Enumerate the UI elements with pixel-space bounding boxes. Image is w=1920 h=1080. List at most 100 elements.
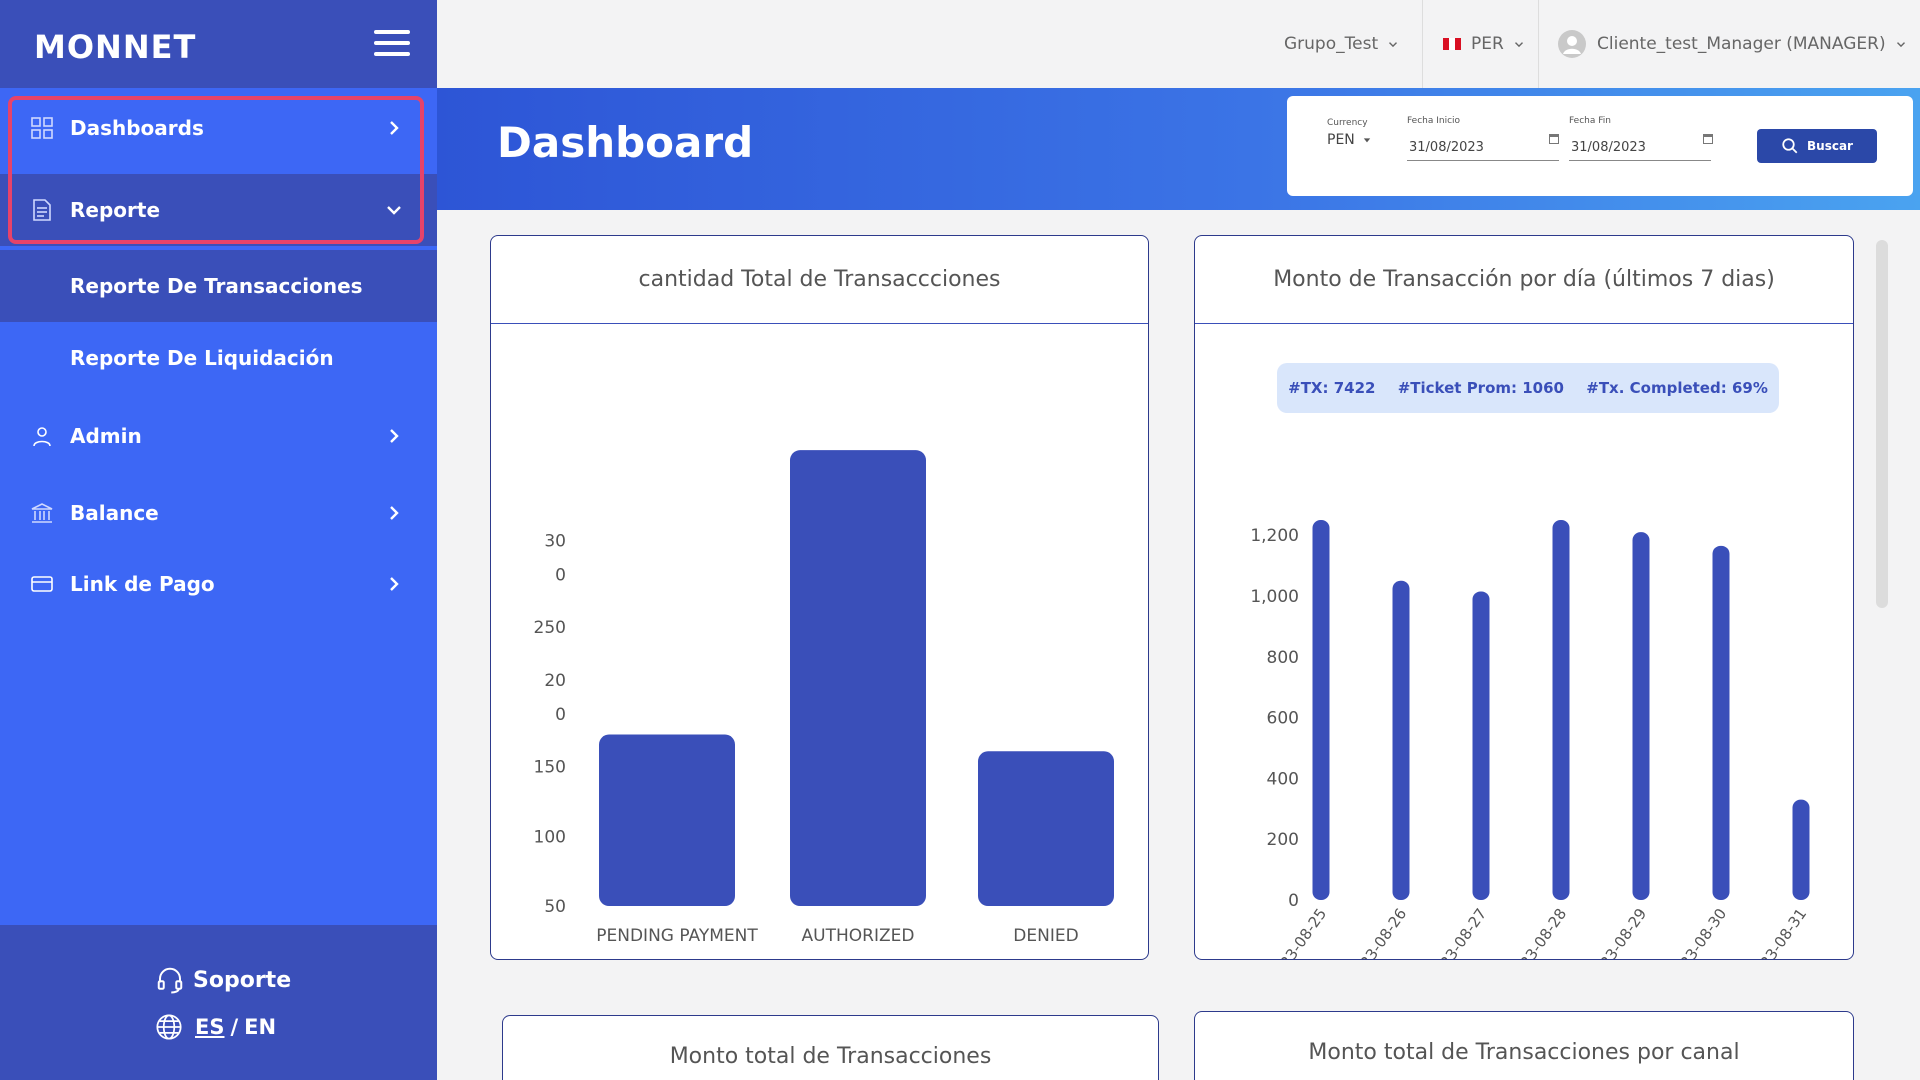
user-menu[interactable]: Cliente_test_Manager (MANAGER) [1557,0,1908,88]
currency-label: Currency [1327,118,1368,128]
sidebar-item-dashboards[interactable]: Dashboards [0,92,437,164]
x-tick-label: 2023-08-30 [1666,905,1731,960]
card-title: Monto total de Transacciones [669,1043,992,1069]
menu-highlight-frame [8,96,424,244]
bar [978,751,1114,906]
bar [1392,580,1410,900]
start-date-label: Fecha Inicio [1407,116,1461,126]
currency-select[interactable]: PEN [1327,132,1371,148]
bar [1632,532,1650,900]
bar [790,450,926,906]
group-selector[interactable]: Grupo_Test [1284,0,1400,88]
chevron-down-icon [387,206,401,215]
user-label: Cliente_test_Manager (MANAGER) [1597,34,1886,54]
card-title: Monto total de Transacciones por canal [1308,1039,1740,1065]
avatar-icon [1558,30,1586,58]
credit-card-icon [31,576,53,592]
stat-tx: #TX: 7422 [1288,379,1376,397]
sidebar-item-label: Dashboards [70,116,204,140]
scrollbar-thumb[interactable] [1876,240,1888,608]
x-tick-label: PENDING PAYMENT [596,926,758,946]
country-label: PER [1471,34,1504,54]
y-tick-label: 0 [555,705,566,725]
end-date-input[interactable]: 31/08/2023 [1571,140,1646,155]
end-date-label: Fecha Fin [1569,116,1611,126]
x-tick-label: 2023-08-29 [1586,905,1651,960]
bar [1312,520,1330,900]
menu-toggle-icon[interactable] [374,30,410,56]
end-date-underline [1569,160,1711,161]
y-tick-label: 1,200 [1250,526,1299,546]
calendar-icon[interactable] [1703,134,1713,144]
start-date-underline [1407,160,1559,161]
total-amount-card: Monto total de Transacciones [502,1015,1159,1080]
group-label: Grupo_Test [1284,34,1379,54]
y-tick-label: 800 [1267,648,1299,668]
bar [1712,545,1730,900]
x-tick-label: 2023-08-26 [1346,905,1411,960]
y-tick-label: 100 [534,827,566,847]
submenu-reporte-transacciones[interactable]: Reporte De Transacciones [0,250,437,322]
sidebar-item-label: Link de Pago [70,572,215,596]
total-transactions-card: cantidad Total de Transaccciones 30 0 250 2… [490,235,1149,960]
page-title: Dashboard [497,118,754,167]
top-bar: Grupo_Test PER Cliente_test_Manager (MAN… [437,0,1920,88]
topbar-divider [1538,0,1539,88]
start-date-input[interactable]: 31/08/2023 [1409,140,1484,155]
support-link[interactable]: Soporte [155,965,291,995]
sidebar-item-reporte[interactable]: Reporte [0,174,437,246]
lang-es-link[interactable]: ES [195,1015,225,1039]
dashboard-grid-icon [31,117,53,139]
chevron-right-icon [390,506,399,520]
filter-panel: Currency PEN Fecha Inicio 31/08/2023 Fec… [1287,96,1913,196]
sidebar: MONNET Dashboards Reporte Reporte De Tra… [0,0,437,1080]
chevron-down-icon [1514,42,1523,48]
y-tick-label: 0 [1288,891,1299,911]
page-header-banner: Dashboard Currency PEN Fecha Inicio 31/0… [437,88,1920,210]
chevron-right-icon [390,429,399,443]
caret-down-icon [1364,138,1371,143]
bank-icon [31,503,53,523]
bar [599,734,735,906]
headset-icon [157,967,183,994]
card-title: Monto de Transacción por día (últimos 7 … [1195,236,1853,324]
x-tick-label: 2023-08-31 [1746,905,1811,960]
peru-flag-icon [1443,38,1461,50]
submenu-label: Reporte De Liquidación [70,346,334,370]
x-tick-label: DENIED [1013,926,1078,946]
chevron-down-icon [1389,42,1398,48]
channel-amount-card: Monto total de Transacciones por canal [1194,1011,1854,1080]
chevron-down-icon [1896,42,1905,48]
language-switcher: ES / EN [155,1013,276,1041]
stat-ticket: #Ticket Prom: 1060 [1397,379,1564,397]
chevron-right-icon [390,577,399,591]
lang-separator: / [230,1015,239,1039]
user-icon [33,427,51,447]
bar [1792,799,1810,900]
search-button[interactable]: Buscar [1757,129,1877,163]
x-tick-label: 2023-08-25 [1266,905,1331,960]
sidebar-item-admin[interactable]: Admin [0,400,437,472]
search-button-label: Buscar [1807,139,1853,153]
sidebar-item-label: Reporte [70,198,161,222]
y-tick-label: 50 [544,897,566,917]
calendar-icon[interactable] [1549,134,1559,144]
y-tick-label: 150 [534,758,566,778]
y-tick-label: 0 [555,566,566,586]
stat-completed: #Tx. Completed: 69% [1586,379,1768,397]
y-tick-label: 1,000 [1250,587,1299,607]
sidebar-item-label: Admin [70,424,142,448]
currency-value: PEN [1327,132,1355,148]
topbar-divider [1422,0,1423,88]
sidebar-item-balance[interactable]: Balance [0,477,437,549]
submenu-reporte-liquidacion[interactable]: Reporte De Liquidación [0,322,437,394]
sidebar-item-link-de-pago[interactable]: Link de Pago [0,548,437,620]
y-tick-label: 30 [544,532,566,552]
country-selector[interactable]: PER [1443,0,1526,88]
lang-en-link[interactable]: EN [244,1015,277,1039]
sidebar-item-label: Balance [70,501,159,525]
report-document-icon [33,199,51,221]
card-title: cantidad Total de Transaccciones [491,236,1148,324]
monnet-logo[interactable]: MONNET [34,28,197,66]
